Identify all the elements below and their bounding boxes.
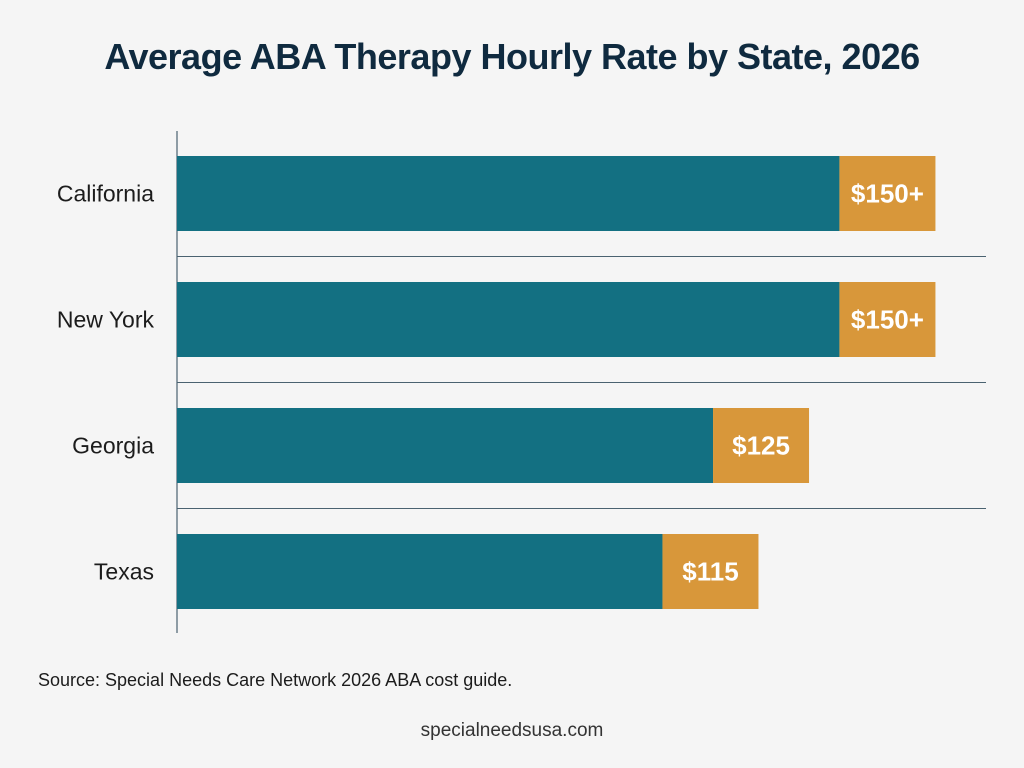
value-box-new-york — [839, 282, 936, 357]
bar-new-york — [177, 282, 840, 357]
value-label-georgia: $125 — [732, 431, 790, 461]
bar-texas — [177, 534, 663, 609]
value-box-california — [839, 156, 936, 231]
category-label-new-york: New York — [57, 307, 155, 333]
value-label-new-york: $150+ — [851, 305, 924, 335]
value-box-texas — [662, 534, 759, 609]
source-note: Source: Special Needs Care Network 2026 … — [38, 670, 513, 690]
value-box-georgia — [713, 408, 810, 483]
bar-georgia — [177, 408, 714, 483]
chart-title: Average ABA Therapy Hourly Rate by State… — [104, 36, 920, 77]
category-label-georgia: Georgia — [72, 433, 154, 459]
bar-california — [177, 156, 840, 231]
category-label-texas: Texas — [94, 559, 154, 585]
value-label-texas: $115 — [682, 557, 738, 587]
value-label-california: $150+ — [851, 179, 924, 209]
footer-site-url: specialneedsusa.com — [420, 720, 604, 741]
category-label-california: California — [57, 181, 154, 207]
